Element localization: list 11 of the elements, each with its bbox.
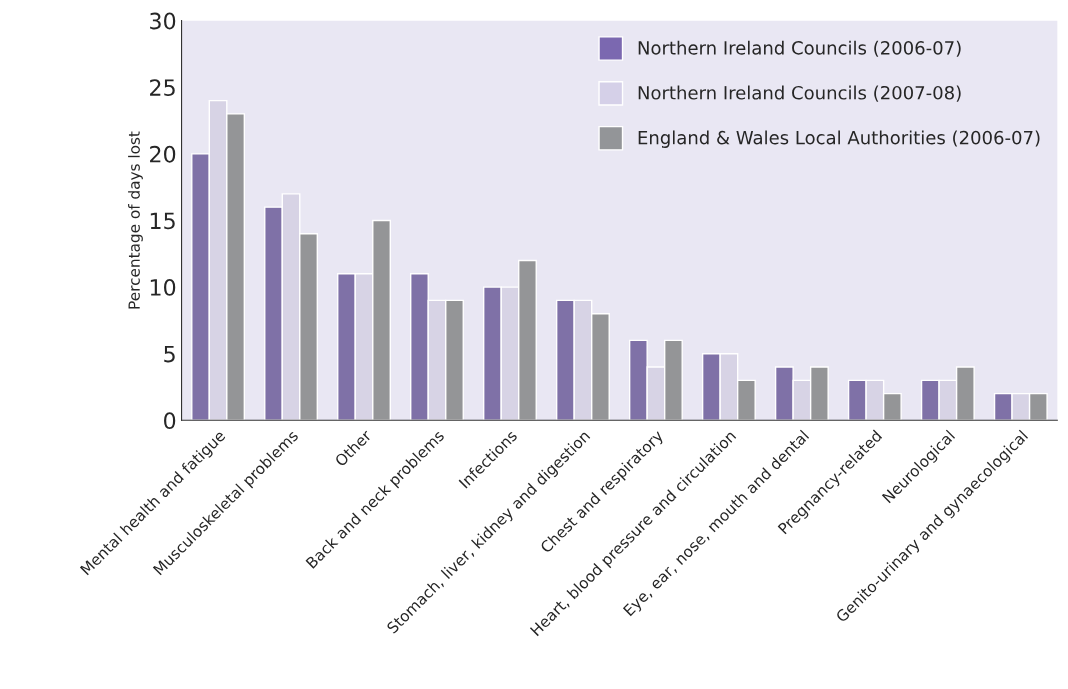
y-tick-label: 0 <box>164 412 176 430</box>
legend-label: England & Wales Local Authorities (2006-07) <box>638 130 1040 148</box>
legend-label: Northern Ireland Councils (2007-08) <box>638 85 961 102</box>
y-tick-label: 20 <box>150 145 176 163</box>
y-axis-title: Percentage of days lost <box>128 131 143 309</box>
y-tick-label: 25 <box>150 79 175 97</box>
y-tick-label: 15 <box>150 212 175 230</box>
y-tick-label: 10 <box>150 279 176 296</box>
legend-label: Northern Ireland Councils (2006-07) <box>638 40 961 57</box>
y-tick-label: 5 <box>164 345 175 363</box>
y-tick-label: 30 <box>150 12 176 30</box>
